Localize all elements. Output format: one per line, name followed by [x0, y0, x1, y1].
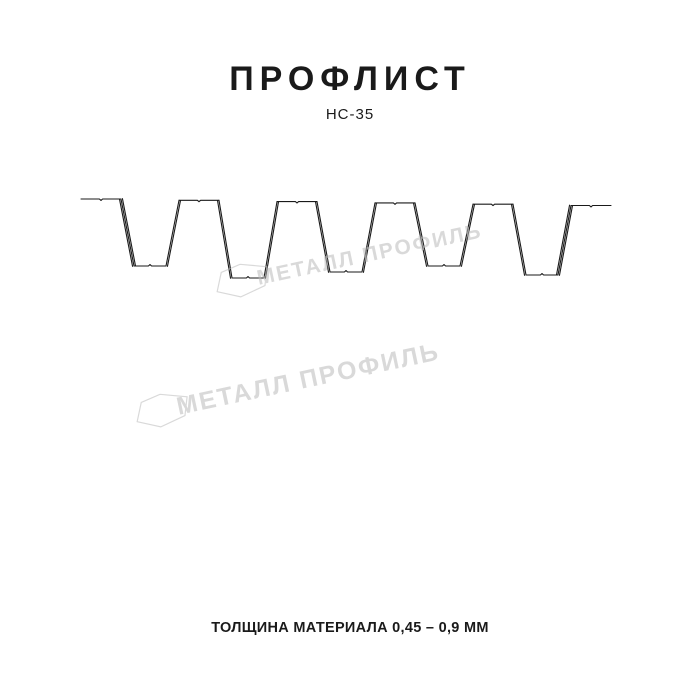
svg-text:МЕТАЛЛ ПРОФИЛЬ: МЕТАЛЛ ПРОФИЛЬ — [174, 338, 442, 421]
